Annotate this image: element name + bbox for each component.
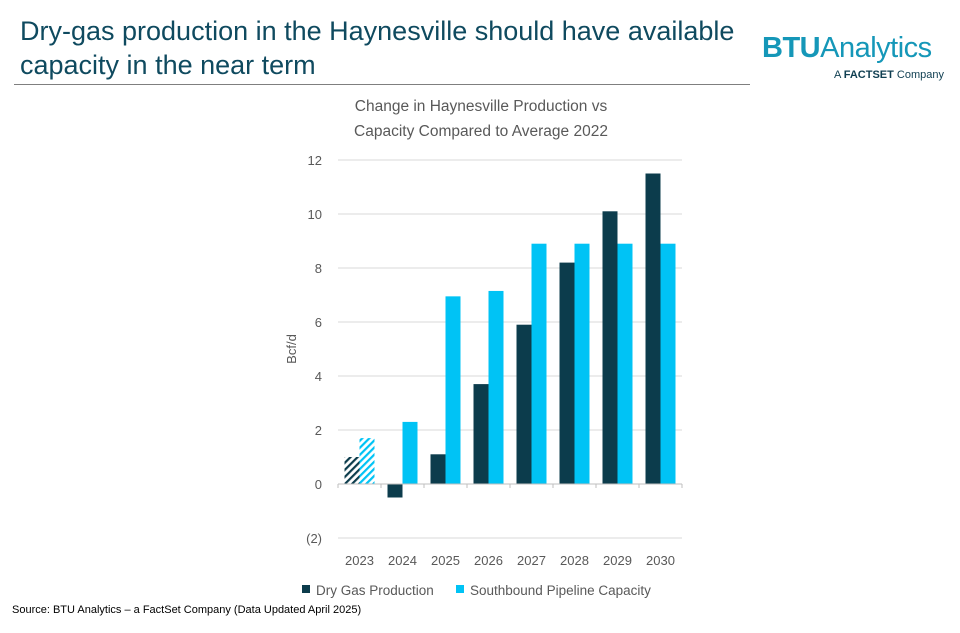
logo-wordmark: BTUAnalytics xyxy=(762,32,952,64)
legend-label: Dry Gas Production xyxy=(316,583,434,598)
dry-gas-bar xyxy=(430,454,446,484)
title-divider xyxy=(14,84,750,85)
y-tick-label: 0 xyxy=(315,477,322,492)
x-tick-label: 2023 xyxy=(345,553,374,568)
pipeline-bar xyxy=(359,438,375,484)
pipeline-bar xyxy=(402,421,418,484)
pipeline-bar xyxy=(574,243,590,484)
logo-sub-suffix: Company xyxy=(893,69,944,81)
pipeline-bar xyxy=(617,243,633,484)
logo-factset: FACTSET xyxy=(843,69,894,81)
y-tick-label: 6 xyxy=(315,315,322,330)
legend-swatch xyxy=(302,585,310,593)
y-tick-label: (2) xyxy=(306,531,322,546)
slide-title: Dry-gas production in the Haynesville sh… xyxy=(20,16,735,80)
x-tick-label: 2028 xyxy=(560,553,589,568)
x-tick-label: 2027 xyxy=(517,553,546,568)
logo-analytics: Analytics xyxy=(820,32,932,64)
legend-label: Southbound Pipeline Capacity xyxy=(470,583,651,598)
chart-title-line: Change in Haynesville Production vs xyxy=(355,98,608,115)
pipeline-bar xyxy=(660,243,676,484)
x-tick-label: 2029 xyxy=(603,553,632,568)
dry-gas-bar xyxy=(602,211,618,485)
y-tick-label: 10 xyxy=(308,207,322,222)
source-note: Source: BTU Analytics – a FactSet Compan… xyxy=(12,604,362,616)
pipeline-bar xyxy=(531,243,547,484)
chart-title-line: Capacity Compared to Average 2022 xyxy=(354,123,608,140)
pipeline-bar xyxy=(488,290,504,484)
logo-tagline: A FACTSET Company xyxy=(834,69,944,81)
y-tick-label: 4 xyxy=(315,369,322,384)
y-tick-label: 2 xyxy=(315,423,322,438)
dry-gas-bar xyxy=(516,324,532,484)
y-tick-label: 8 xyxy=(315,261,322,276)
dry-gas-bar xyxy=(559,262,575,484)
dry-gas-bar xyxy=(645,173,661,484)
pipeline-bar xyxy=(445,296,461,484)
x-tick-label: 2030 xyxy=(646,553,675,568)
y-tick-label: 12 xyxy=(308,153,322,168)
logo-sub-prefix: A xyxy=(833,69,844,81)
x-tick-label: 2025 xyxy=(431,553,460,568)
x-tick-label: 2026 xyxy=(474,553,503,568)
btu-analytics-logo: BTUAnalytics A FACTSET Company xyxy=(762,32,952,81)
dry-gas-bar xyxy=(344,457,360,484)
logo-btu: BTU xyxy=(762,32,821,64)
x-tick-label: 2024 xyxy=(388,553,417,568)
y-axis-label: Bcf/d xyxy=(284,334,299,364)
legend-swatch xyxy=(456,585,464,593)
dry-gas-bar xyxy=(387,484,403,498)
dry-gas-bar xyxy=(473,384,489,484)
